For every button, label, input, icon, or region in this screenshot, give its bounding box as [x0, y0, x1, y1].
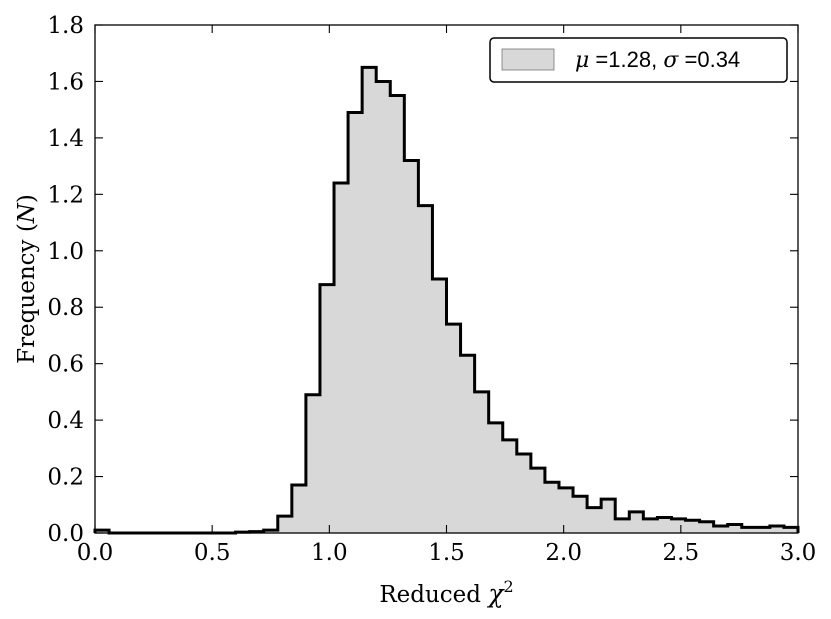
histogram-bar	[460, 355, 476, 533]
histogram-bar	[573, 496, 588, 533]
histogram-bar	[544, 482, 560, 533]
legend-swatch	[501, 48, 555, 71]
x-tick-label: 1.5	[428, 540, 465, 566]
y-tick-label: 1.8	[47, 13, 84, 39]
x-axis-label: Reduced χ2	[379, 577, 513, 608]
histogram-outline	[93, 65, 800, 535]
histogram-bar	[390, 95, 405, 534]
y-tick-label: 0.6	[47, 352, 84, 378]
y-tick-labels: 0.0 0.2 0.4 0.6 0.8 1.0 1.2 1.4 1.6 1.8	[47, 13, 84, 547]
histogram-bar	[615, 518, 630, 533]
histogram-bar	[291, 485, 307, 533]
y-axis-label: Frequency (N)	[14, 194, 40, 364]
x-tick-label: 2.5	[663, 540, 700, 566]
histogram-bar	[376, 81, 391, 533]
histogram-bar	[446, 324, 462, 533]
histogram-bar	[516, 453, 532, 533]
histogram-bar	[769, 525, 785, 533]
y-tick-label: 0.0	[47, 521, 84, 547]
histogram-bar	[629, 511, 644, 533]
histogram-bar	[643, 518, 658, 533]
histogram-bar	[488, 422, 504, 533]
histogram-bar	[319, 284, 335, 533]
histogram-bar	[783, 527, 799, 533]
legend-label: μ =1.28, σ =0.34	[575, 47, 740, 73]
histogram-bar	[418, 205, 434, 533]
histogram-bar	[671, 518, 687, 533]
y-tick-label: 0.4	[47, 408, 84, 434]
histogram-bar	[362, 67, 377, 533]
histogram-bar	[699, 521, 715, 533]
y-tick-label: 0.8	[47, 295, 84, 321]
histogram-bar	[727, 524, 743, 533]
histogram-bar	[755, 527, 771, 533]
histogram-bars	[95, 67, 799, 534]
histogram-bar	[587, 507, 602, 533]
histogram-bar	[530, 468, 546, 533]
histogram-bar	[432, 279, 448, 533]
histogram-bar	[348, 112, 363, 533]
histogram-bar	[741, 527, 757, 533]
histogram-bar	[474, 391, 490, 533]
histogram-bar	[601, 499, 616, 533]
histogram-bar	[277, 516, 293, 533]
y-tick-label: 1.0	[47, 239, 84, 265]
histogram-bar	[685, 520, 701, 533]
legend-frame	[489, 37, 788, 83]
x-tick-labels: 0.0 0.5 1.0 1.5 2.0 2.5 3.0	[77, 540, 817, 566]
axis-ticks	[94, 24, 799, 534]
y-tick-label: 1.4	[47, 126, 84, 152]
y-tick-label: 1.6	[47, 69, 84, 95]
x-tick-label: 0.0	[77, 540, 114, 566]
x-tick-label: 1.0	[311, 540, 348, 566]
y-tick-label: 0.2	[47, 465, 84, 491]
histogram-bar	[713, 525, 729, 533]
histogram-bar	[334, 183, 349, 534]
x-tick-label: 2.0	[545, 540, 582, 566]
y-tick-label: 1.2	[47, 182, 84, 208]
x-tick-label: 3.0	[780, 540, 817, 566]
histogram-bar	[502, 439, 518, 533]
histogram-bar	[657, 517, 673, 533]
x-tick-label: 0.5	[194, 540, 231, 566]
histogram-bar	[305, 394, 321, 533]
histogram-bar	[558, 487, 574, 533]
histogram-bar	[404, 160, 419, 533]
legend: μ =1.28, σ =0.34	[489, 37, 788, 83]
